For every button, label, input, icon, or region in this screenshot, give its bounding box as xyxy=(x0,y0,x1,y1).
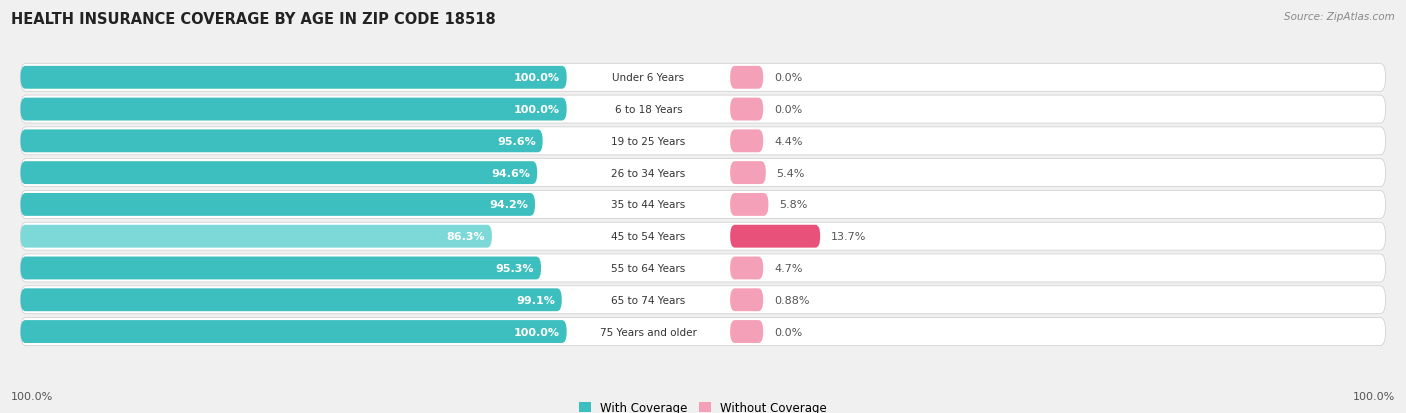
Text: 13.7%: 13.7% xyxy=(831,232,866,242)
Text: 100.0%: 100.0% xyxy=(513,105,560,115)
FancyBboxPatch shape xyxy=(21,286,1385,314)
FancyBboxPatch shape xyxy=(21,194,536,216)
FancyBboxPatch shape xyxy=(730,289,763,311)
Text: 100.0%: 100.0% xyxy=(513,327,560,337)
FancyBboxPatch shape xyxy=(21,320,567,343)
Legend: With Coverage, Without Coverage: With Coverage, Without Coverage xyxy=(579,401,827,413)
Text: 5.8%: 5.8% xyxy=(779,200,807,210)
FancyBboxPatch shape xyxy=(21,191,1385,219)
FancyBboxPatch shape xyxy=(571,194,727,216)
Text: 99.1%: 99.1% xyxy=(516,295,555,305)
FancyBboxPatch shape xyxy=(21,223,1385,251)
FancyBboxPatch shape xyxy=(730,130,763,153)
Text: 94.2%: 94.2% xyxy=(489,200,529,210)
Text: 0.0%: 0.0% xyxy=(773,327,803,337)
FancyBboxPatch shape xyxy=(21,159,1385,187)
FancyBboxPatch shape xyxy=(21,130,543,153)
FancyBboxPatch shape xyxy=(21,64,1385,92)
FancyBboxPatch shape xyxy=(571,162,727,184)
FancyBboxPatch shape xyxy=(21,162,537,185)
FancyBboxPatch shape xyxy=(21,289,562,311)
Text: 95.6%: 95.6% xyxy=(496,137,536,147)
FancyBboxPatch shape xyxy=(21,257,541,280)
FancyBboxPatch shape xyxy=(730,225,820,248)
Text: 0.0%: 0.0% xyxy=(773,73,803,83)
FancyBboxPatch shape xyxy=(730,162,766,185)
Text: 0.0%: 0.0% xyxy=(773,105,803,115)
Text: 100.0%: 100.0% xyxy=(513,73,560,83)
Text: 35 to 44 Years: 35 to 44 Years xyxy=(612,200,686,210)
FancyBboxPatch shape xyxy=(730,66,763,90)
Text: 95.3%: 95.3% xyxy=(495,263,534,273)
FancyBboxPatch shape xyxy=(21,128,1385,155)
Text: 94.6%: 94.6% xyxy=(491,168,530,178)
Text: HEALTH INSURANCE COVERAGE BY AGE IN ZIP CODE 18518: HEALTH INSURANCE COVERAGE BY AGE IN ZIP … xyxy=(11,12,496,27)
Text: 4.4%: 4.4% xyxy=(773,137,803,147)
FancyBboxPatch shape xyxy=(21,98,567,121)
FancyBboxPatch shape xyxy=(571,67,727,89)
FancyBboxPatch shape xyxy=(21,254,1385,282)
FancyBboxPatch shape xyxy=(571,289,727,311)
FancyBboxPatch shape xyxy=(21,318,1385,346)
Text: 100.0%: 100.0% xyxy=(1353,392,1395,401)
Text: 4.7%: 4.7% xyxy=(773,263,803,273)
Text: 65 to 74 Years: 65 to 74 Years xyxy=(612,295,686,305)
Text: Source: ZipAtlas.com: Source: ZipAtlas.com xyxy=(1284,12,1395,22)
Text: 55 to 64 Years: 55 to 64 Years xyxy=(612,263,686,273)
Text: 100.0%: 100.0% xyxy=(11,392,53,401)
FancyBboxPatch shape xyxy=(571,99,727,121)
Text: 26 to 34 Years: 26 to 34 Years xyxy=(612,168,686,178)
FancyBboxPatch shape xyxy=(730,320,763,343)
Text: 5.4%: 5.4% xyxy=(776,168,806,178)
Text: 19 to 25 Years: 19 to 25 Years xyxy=(612,137,686,147)
FancyBboxPatch shape xyxy=(730,257,763,280)
FancyBboxPatch shape xyxy=(21,225,492,248)
Text: 75 Years and older: 75 Years and older xyxy=(600,327,697,337)
FancyBboxPatch shape xyxy=(21,66,567,90)
FancyBboxPatch shape xyxy=(21,96,1385,124)
Text: 86.3%: 86.3% xyxy=(446,232,485,242)
Text: 0.88%: 0.88% xyxy=(773,295,810,305)
Text: 6 to 18 Years: 6 to 18 Years xyxy=(614,105,682,115)
Text: Under 6 Years: Under 6 Years xyxy=(613,73,685,83)
FancyBboxPatch shape xyxy=(730,194,769,216)
Text: 45 to 54 Years: 45 to 54 Years xyxy=(612,232,686,242)
FancyBboxPatch shape xyxy=(571,321,727,342)
FancyBboxPatch shape xyxy=(730,98,763,121)
FancyBboxPatch shape xyxy=(571,258,727,279)
FancyBboxPatch shape xyxy=(571,131,727,152)
FancyBboxPatch shape xyxy=(571,226,727,247)
